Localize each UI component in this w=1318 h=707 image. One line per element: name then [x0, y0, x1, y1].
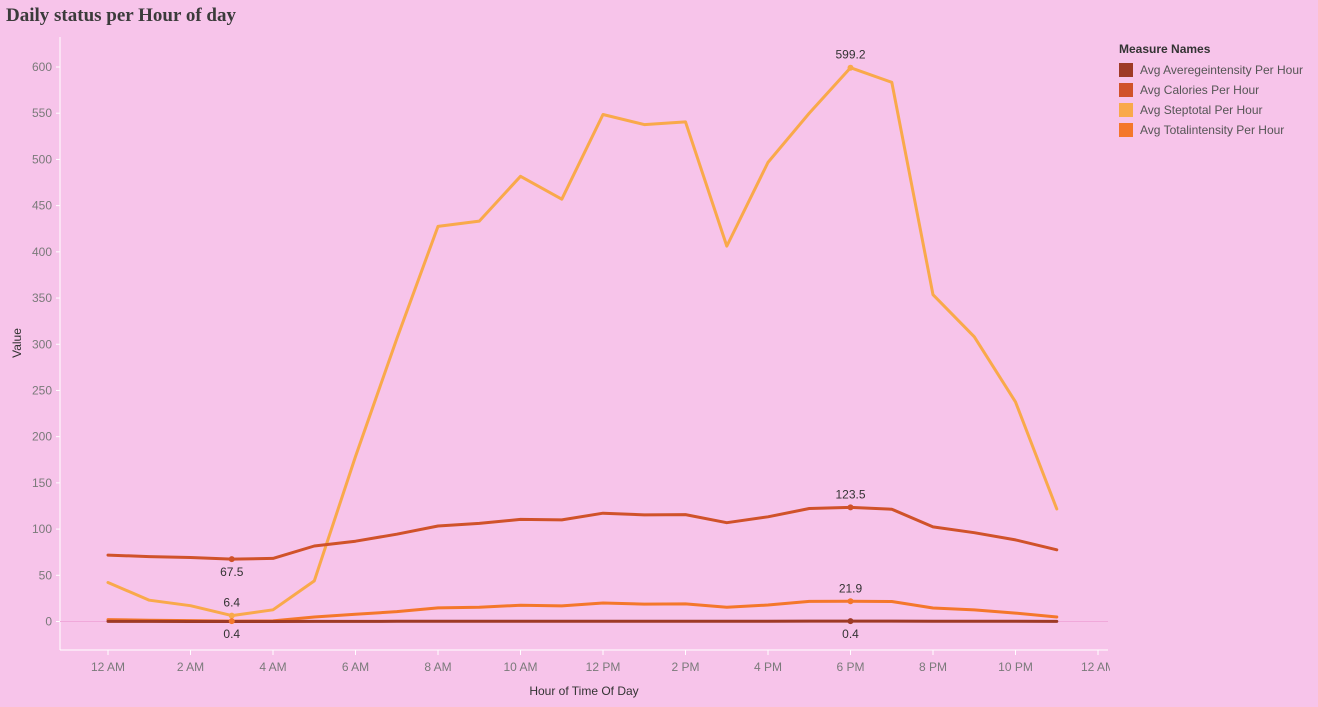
data-point-marker — [228, 556, 235, 563]
data-point-marker — [228, 612, 235, 619]
x-tick-label: 6 AM — [342, 660, 369, 674]
chart-title: Daily status per Hour of day — [6, 5, 236, 26]
data-label: 6.4 — [223, 596, 240, 610]
x-tick-label: 2 AM — [177, 660, 204, 674]
data-label: 0.4 — [223, 627, 240, 641]
x-tick-label: 2 PM — [671, 660, 699, 674]
x-tick-label: 6 PM — [836, 660, 864, 674]
y-tick-label: 50 — [39, 568, 53, 582]
y-tick-label: 100 — [32, 522, 52, 536]
y-tick-label: 150 — [32, 476, 52, 490]
data-point-marker — [847, 618, 854, 625]
series-line-avg-steptotal-per-hour — [106, 66, 1059, 618]
legend-label: Avg Calories Per Hour — [1140, 83, 1260, 97]
legend-label: Avg Totalintensity Per Hour — [1140, 123, 1285, 137]
x-tick-label: 12 AM — [91, 660, 125, 674]
x-tick-label: 10 AM — [503, 660, 537, 674]
legend-swatch — [1119, 63, 1133, 77]
y-axis-title: Value — [10, 328, 24, 358]
line-chart: 0 50 100 150 200 250 300 350 400 450 500 550 600 12 A… — [10, 37, 1110, 698]
x-tick-label: 10 PM — [998, 660, 1033, 674]
y-tick-label: 0 — [45, 615, 52, 629]
data-label: 599.2 — [835, 48, 865, 62]
x-tick-label: 12 PM — [586, 660, 621, 674]
y-tick-label: 500 — [32, 152, 52, 166]
series-line-avg-totalintensity-per-hour — [106, 599, 1059, 623]
legend-item-steptotal[interactable]: Avg Steptotal Per Hour — [1119, 100, 1303, 120]
y-tick-label: 200 — [32, 430, 52, 444]
data-point-marker — [228, 618, 235, 625]
x-tick-label: 12 AM — [1081, 660, 1110, 674]
legend-swatch — [1119, 123, 1133, 137]
y-tick-label: 450 — [32, 199, 52, 213]
legend-item-calories[interactable]: Avg Calories Per Hour — [1119, 80, 1303, 100]
data-point-marker — [847, 598, 854, 605]
legend-swatch — [1119, 103, 1133, 117]
y-tick-label: 400 — [32, 245, 52, 259]
data-point-marker — [847, 504, 854, 511]
y-tick-label: 600 — [32, 60, 52, 74]
legend-item-averegeintensity[interactable]: Avg Averegeintensity Per Hour — [1119, 60, 1303, 80]
x-tick-label: 8 AM — [424, 660, 451, 674]
data-label: 0.4 — [842, 627, 859, 641]
x-tick-label: 4 AM — [259, 660, 286, 674]
data-point-marker — [847, 64, 854, 71]
data-label: 123.5 — [835, 487, 865, 501]
data-label: 67.5 — [220, 565, 244, 579]
series-line-avg-calories-per-hour — [106, 505, 1059, 561]
legend[interactable]: Measure Names Avg Averegeintensity Per H… — [1119, 42, 1303, 140]
legend-title: Measure Names — [1119, 42, 1211, 56]
y-tick-label: 300 — [32, 337, 52, 351]
legend-item-totalintensity[interactable]: Avg Totalintensity Per Hour — [1119, 120, 1303, 140]
x-tick-label: 8 PM — [919, 660, 947, 674]
data-label: 21.9 — [839, 581, 863, 595]
x-tick-label: 4 PM — [754, 660, 782, 674]
x-axis-title: Hour of Time Of Day — [529, 684, 638, 698]
y-tick-label: 350 — [32, 291, 52, 305]
legend-swatch — [1119, 83, 1133, 97]
legend-label: Avg Steptotal Per Hour — [1140, 103, 1263, 117]
y-tick-label: 250 — [32, 383, 52, 397]
y-tick-label: 550 — [32, 106, 52, 120]
legend-label: Avg Averegeintensity Per Hour — [1140, 63, 1303, 77]
